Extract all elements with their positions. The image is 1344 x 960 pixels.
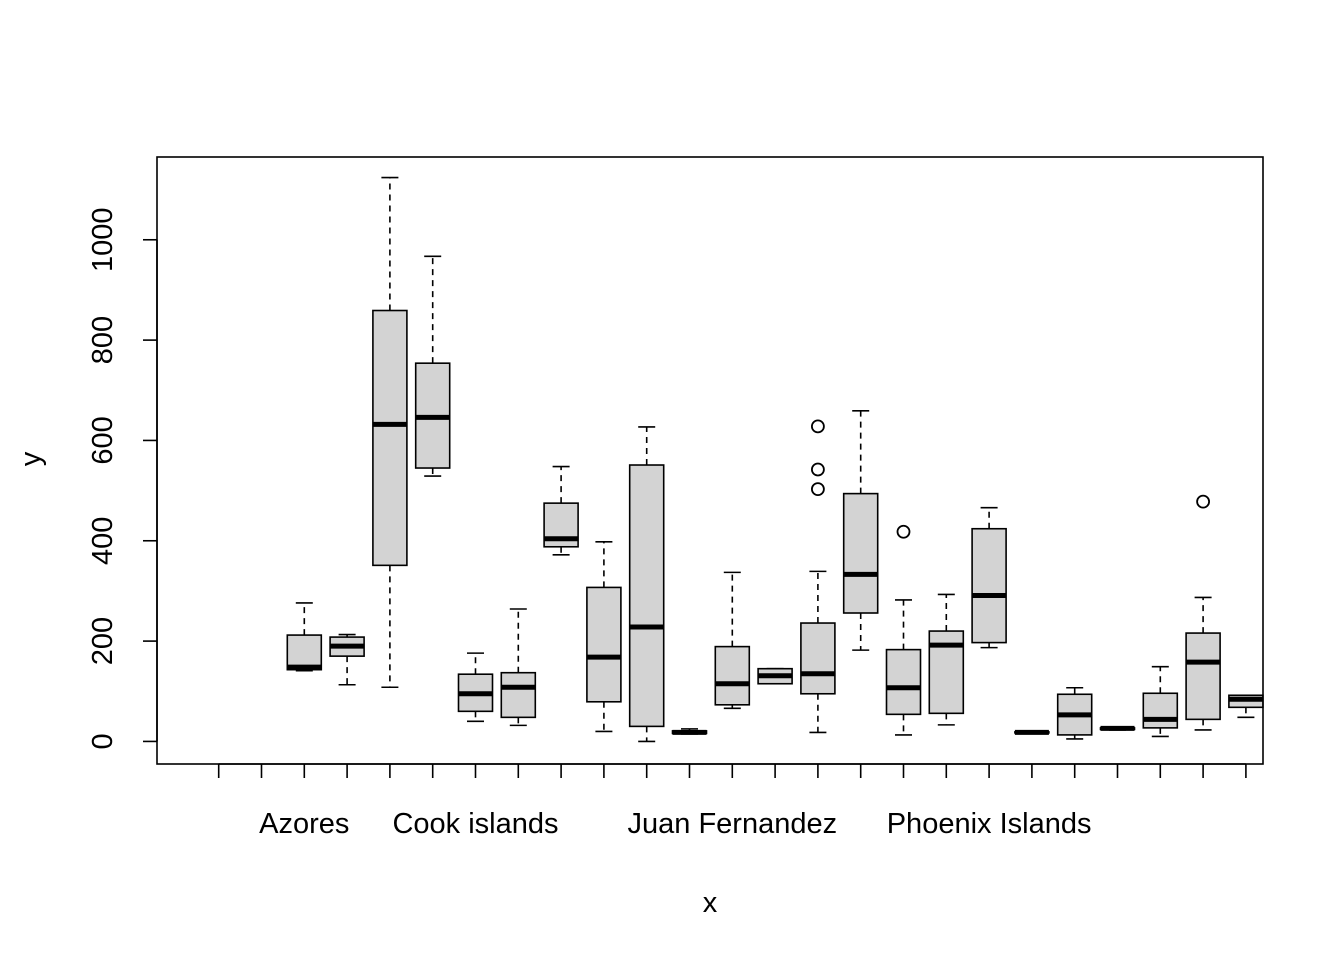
box-10 — [586, 540, 622, 733]
box-iqr — [842, 492, 879, 614]
box-20 — [1014, 729, 1050, 735]
box-iqr — [286, 634, 323, 671]
box-9 — [543, 465, 579, 556]
y-tick-label: 200 — [87, 617, 119, 665]
x-tick-label: Cook islands — [392, 808, 558, 840]
box-7 — [457, 652, 494, 723]
x-tick-label: Juan Fernandez — [628, 808, 838, 840]
box-13 — [714, 571, 751, 710]
y-tick-label: 600 — [87, 416, 119, 464]
box-iqr — [500, 671, 537, 719]
box-22 — [1099, 725, 1136, 731]
outlier-point — [811, 419, 825, 434]
outlier-point — [811, 482, 825, 496]
box-iqr — [800, 622, 836, 695]
y-axis-title: y — [15, 451, 47, 466]
y-tick-label: 800 — [87, 316, 119, 364]
box-iqr — [714, 645, 751, 706]
box-16 — [842, 410, 879, 651]
box-4 — [329, 633, 365, 686]
box-iqr — [1185, 632, 1221, 721]
x-tick-label: Phoenix Islands — [887, 808, 1092, 840]
box-25 — [1228, 694, 1264, 719]
box-iqr — [1142, 692, 1179, 729]
outlier-point — [811, 462, 825, 477]
box-iqr — [372, 309, 408, 567]
box-iqr — [885, 648, 922, 716]
box-iqr — [971, 527, 1007, 644]
box-19 — [971, 506, 1007, 649]
box-17 — [885, 524, 922, 736]
x-axis: Azores Cook islands Juan Fernandez Phoenix … — [217, 763, 1247, 840]
y-tick-label: 0 — [87, 733, 119, 749]
outlier-point — [1196, 494, 1210, 509]
y-axis: 0 200 400 600 800 1000 — [87, 208, 158, 749]
boxes — [286, 176, 1264, 743]
plot-frame — [156, 156, 1264, 765]
box-14 — [757, 667, 793, 685]
box-iqr — [586, 586, 622, 703]
y-tick-label: 400 — [87, 517, 119, 565]
box-24 — [1185, 494, 1221, 731]
outlier-point — [896, 524, 911, 539]
box-3 — [286, 602, 323, 672]
box-18 — [928, 593, 965, 726]
box-11 — [628, 426, 665, 743]
y-tick-label: 1000 — [87, 208, 119, 273]
box-6 — [414, 255, 451, 477]
box-5 — [372, 176, 408, 689]
x-tick-label: Azores — [259, 808, 349, 840]
x-axis-title: x — [703, 887, 718, 919]
box-15 — [800, 419, 836, 734]
box-21 — [1056, 686, 1093, 740]
box-23 — [1142, 665, 1179, 738]
box-8 — [500, 608, 537, 727]
box-iqr — [628, 464, 665, 728]
box-12 — [671, 728, 708, 735]
